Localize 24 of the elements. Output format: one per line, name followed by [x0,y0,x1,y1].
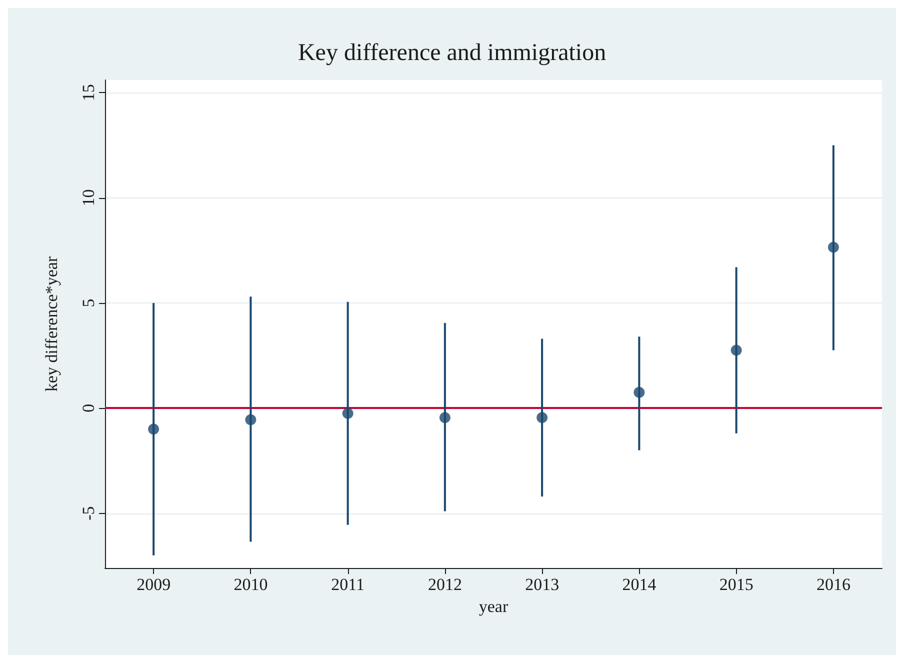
point [245,414,256,426]
y-tick-label: 0 [79,404,98,412]
x-tick-label: 2015 [719,575,754,594]
y-tick-label: 15 [79,84,98,102]
y-tick-label: 5 [79,298,98,308]
point [342,408,354,419]
point [536,412,548,424]
x-tick-label: 2016 [816,575,850,594]
point [439,412,450,424]
x-tick-label: 2010 [234,575,268,594]
point [148,424,160,435]
x-tick-label: 2011 [331,575,364,594]
point [828,242,839,253]
y-tick-label: 10 [79,189,98,206]
x-tick-label: 2013 [525,575,560,594]
x-tick-label: 2014 [622,575,657,594]
y-axis-title: key difference*year [42,256,61,392]
x-tick-label: 2012 [428,575,462,594]
point [634,386,645,398]
y-tick-label: -5 [79,506,98,520]
x-tick-label: 2009 [136,575,171,594]
point [730,344,742,356]
x-axis-title: year [478,596,508,616]
chart-title: Key difference and immigration [298,40,606,66]
